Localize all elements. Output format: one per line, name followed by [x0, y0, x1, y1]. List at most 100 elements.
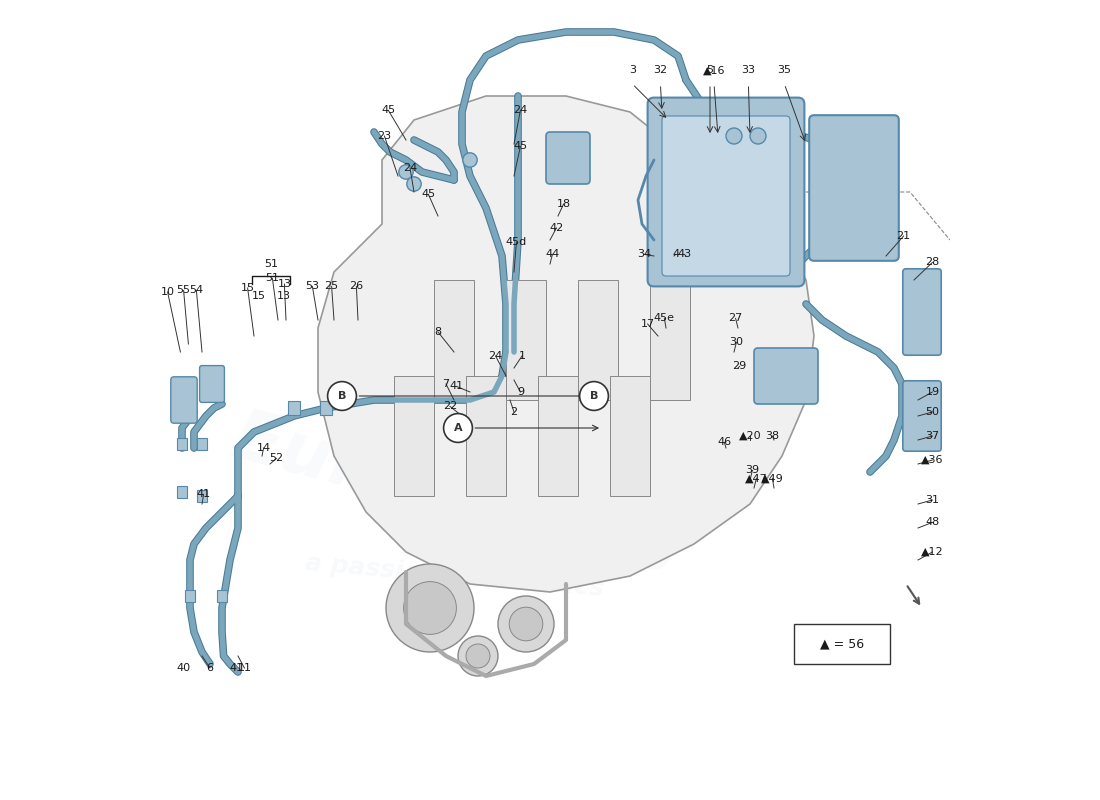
- Text: 55: 55: [177, 286, 190, 295]
- Circle shape: [443, 414, 472, 442]
- Text: 24: 24: [403, 163, 417, 173]
- Text: 41: 41: [229, 663, 243, 673]
- Text: 41: 41: [197, 490, 211, 499]
- Bar: [185, 590, 195, 602]
- Text: 52: 52: [270, 454, 284, 463]
- Text: 32: 32: [653, 66, 668, 75]
- Text: 42: 42: [549, 223, 563, 233]
- Text: 46: 46: [717, 438, 732, 447]
- Text: 51: 51: [265, 274, 279, 283]
- Bar: [434, 280, 474, 400]
- Text: 13: 13: [277, 279, 292, 289]
- FancyBboxPatch shape: [903, 381, 942, 451]
- Text: 45: 45: [514, 142, 528, 151]
- Bar: [177, 438, 187, 450]
- Text: 29: 29: [733, 362, 747, 371]
- Bar: [288, 401, 300, 415]
- Text: 8: 8: [434, 327, 441, 337]
- Bar: [610, 376, 650, 496]
- Circle shape: [726, 128, 742, 144]
- Text: 51: 51: [264, 259, 278, 269]
- Text: Eurospares: Eurospares: [224, 403, 684, 589]
- Circle shape: [580, 382, 608, 410]
- Circle shape: [509, 607, 542, 641]
- Text: 11: 11: [238, 663, 252, 673]
- Text: 54: 54: [189, 286, 204, 295]
- FancyBboxPatch shape: [170, 377, 197, 423]
- Text: ▲ = 56: ▲ = 56: [820, 638, 865, 650]
- Circle shape: [399, 165, 414, 179]
- Text: 17: 17: [640, 319, 654, 329]
- Text: 5: 5: [706, 66, 714, 75]
- Text: 44: 44: [546, 250, 560, 259]
- FancyBboxPatch shape: [810, 115, 899, 261]
- Text: 43: 43: [678, 250, 692, 259]
- Text: 34: 34: [637, 250, 651, 259]
- Text: 50: 50: [925, 407, 939, 417]
- Text: ▲16: ▲16: [703, 66, 725, 75]
- Text: 45: 45: [382, 106, 396, 115]
- Text: 53: 53: [306, 282, 319, 291]
- Text: 14: 14: [256, 443, 271, 453]
- Text: 24: 24: [514, 106, 528, 115]
- Text: ▲49: ▲49: [761, 474, 784, 483]
- Bar: [466, 376, 506, 496]
- Text: ▲12: ▲12: [921, 547, 944, 557]
- Text: 15: 15: [252, 291, 266, 301]
- Text: 28: 28: [925, 258, 939, 267]
- Text: a passion for classics: a passion for classics: [304, 551, 605, 601]
- Bar: [197, 490, 207, 502]
- Text: 23: 23: [377, 131, 392, 141]
- Text: 30: 30: [729, 338, 744, 347]
- Text: B: B: [338, 391, 346, 401]
- Circle shape: [750, 128, 766, 144]
- Text: 26: 26: [350, 282, 363, 291]
- Text: 37: 37: [925, 431, 939, 441]
- Text: ▲36: ▲36: [921, 455, 944, 465]
- FancyBboxPatch shape: [199, 366, 224, 402]
- Text: 9: 9: [517, 387, 524, 397]
- Bar: [394, 376, 435, 496]
- Circle shape: [407, 177, 421, 191]
- Bar: [650, 280, 690, 400]
- Text: ▲47: ▲47: [745, 474, 768, 483]
- Text: 33: 33: [741, 66, 756, 75]
- Text: 38: 38: [766, 431, 780, 441]
- FancyBboxPatch shape: [546, 132, 590, 184]
- Text: 45e: 45e: [653, 314, 675, 323]
- Text: 3: 3: [629, 66, 636, 75]
- Text: 48: 48: [925, 518, 939, 527]
- Text: 31: 31: [925, 495, 939, 505]
- Text: 24: 24: [488, 351, 503, 361]
- Text: 7: 7: [442, 379, 450, 389]
- Bar: [794, 624, 890, 664]
- Bar: [578, 280, 618, 400]
- Text: 2: 2: [510, 407, 518, 417]
- Bar: [177, 486, 187, 498]
- FancyBboxPatch shape: [903, 269, 942, 355]
- Circle shape: [404, 582, 456, 634]
- Bar: [320, 401, 332, 415]
- Text: 13: 13: [276, 291, 290, 301]
- Circle shape: [328, 382, 356, 410]
- Text: 21: 21: [896, 231, 911, 241]
- Text: 45: 45: [421, 190, 436, 199]
- Text: 45d: 45d: [506, 238, 527, 247]
- Text: 40: 40: [176, 663, 190, 673]
- Text: ▲20: ▲20: [739, 431, 761, 441]
- Polygon shape: [318, 96, 814, 592]
- Text: 22: 22: [443, 402, 458, 411]
- FancyBboxPatch shape: [648, 98, 804, 286]
- Circle shape: [466, 644, 490, 668]
- Circle shape: [386, 564, 474, 652]
- Text: 1: 1: [518, 351, 526, 361]
- Circle shape: [463, 153, 477, 167]
- Circle shape: [458, 636, 498, 676]
- Text: 27: 27: [728, 314, 743, 323]
- Text: 10: 10: [161, 287, 175, 297]
- Text: 35: 35: [778, 66, 791, 75]
- FancyBboxPatch shape: [662, 116, 790, 276]
- Bar: [197, 438, 207, 450]
- Text: 39: 39: [746, 466, 759, 475]
- Text: 6: 6: [207, 663, 213, 673]
